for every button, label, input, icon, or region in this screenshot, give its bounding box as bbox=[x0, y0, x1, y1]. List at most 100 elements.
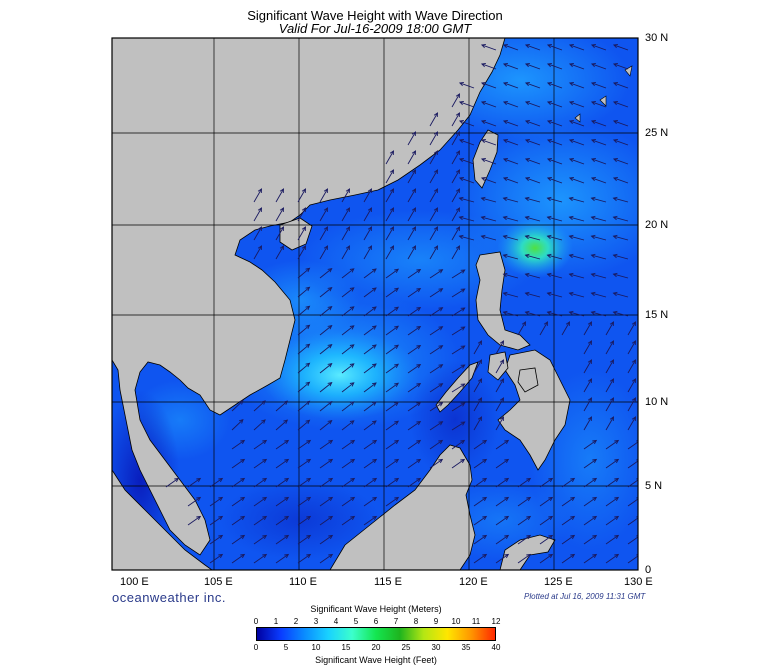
wave-arrow bbox=[591, 235, 607, 241]
wave-arrow bbox=[297, 362, 310, 374]
wave-arrow-head bbox=[372, 363, 377, 368]
wave-arrow-head bbox=[240, 553, 246, 559]
wave-arrow-head bbox=[568, 215, 574, 221]
wave-arrow-head bbox=[612, 100, 618, 106]
wave-arrow-head bbox=[261, 419, 266, 424]
wave-arrow bbox=[187, 516, 201, 526]
wave-arrow-head bbox=[480, 62, 486, 68]
wave-arrow bbox=[525, 158, 541, 165]
wave-arrow bbox=[539, 321, 548, 336]
wave-arrow-head bbox=[612, 62, 618, 68]
wave-arrow-head bbox=[546, 138, 552, 144]
wave-arrow bbox=[385, 306, 399, 317]
wave-arrow bbox=[451, 169, 460, 184]
wave-arrow-head bbox=[504, 477, 510, 483]
wave-arrow-head bbox=[568, 138, 574, 144]
wave-arrow-head bbox=[590, 138, 596, 144]
wave-arrow-head bbox=[174, 477, 180, 483]
wave-arrow-head bbox=[328, 458, 334, 464]
wave-arrow-head bbox=[438, 439, 444, 445]
wave-arrow-head bbox=[570, 534, 576, 540]
wave-arrow bbox=[583, 535, 597, 545]
wave-arrow-head bbox=[367, 188, 372, 194]
wave-arrow bbox=[627, 479, 638, 488]
wave-arrow-head bbox=[305, 305, 311, 311]
wave-arrow bbox=[297, 226, 306, 241]
wave-arrow bbox=[385, 344, 399, 355]
wave-arrow bbox=[363, 420, 377, 431]
wave-arrow bbox=[429, 326, 443, 336]
wave-arrow bbox=[525, 120, 541, 127]
wave-arrow-head bbox=[284, 477, 290, 483]
wave-arrow-head bbox=[502, 62, 508, 68]
wave-arrow bbox=[363, 325, 377, 336]
wave-arrow bbox=[363, 459, 377, 469]
wave-arrow-head bbox=[524, 253, 530, 259]
wave-arrow-head bbox=[480, 100, 486, 106]
wave-arrow-head bbox=[411, 188, 416, 194]
wave-arrow-head bbox=[592, 439, 598, 445]
wave-arrow-head bbox=[455, 207, 460, 213]
wave-arrow bbox=[451, 383, 465, 393]
wave-arrow-head bbox=[389, 226, 394, 232]
wave-arrow bbox=[503, 120, 519, 127]
wave-arrow bbox=[319, 188, 328, 203]
wave-arrow-head bbox=[306, 553, 312, 559]
wave-arrow bbox=[547, 139, 563, 146]
wave-arrow bbox=[613, 254, 629, 260]
wave-arrow bbox=[517, 497, 531, 507]
wave-arrow-head bbox=[372, 515, 378, 521]
wave-arrow bbox=[473, 478, 487, 488]
wave-arrow bbox=[407, 169, 416, 184]
wave-arrow bbox=[429, 207, 438, 222]
wave-arrow-head bbox=[499, 378, 504, 384]
wave-arrow-head bbox=[524, 43, 530, 49]
wave-arrow bbox=[319, 382, 332, 393]
colorbar-meters-tick: 0 bbox=[253, 617, 259, 626]
wave-arrow-head bbox=[306, 534, 312, 540]
wave-arrow-head bbox=[455, 245, 460, 251]
map-subtitle: Valid For Jul-16-2009 18:00 GMT bbox=[278, 21, 472, 36]
wave-arrow bbox=[429, 288, 443, 298]
wave-arrow-head bbox=[502, 272, 508, 278]
wave-arrow bbox=[297, 343, 310, 355]
wave-arrow-head bbox=[433, 245, 438, 251]
colorbar-feet-tick: 0 bbox=[253, 643, 259, 652]
wave-arrow-head bbox=[565, 321, 570, 327]
wave-arrow-head bbox=[546, 291, 552, 297]
wave-arrow bbox=[503, 197, 519, 203]
wave-arrow-head bbox=[480, 157, 486, 163]
wave-arrow-head bbox=[283, 419, 289, 424]
wave-arrow-head bbox=[458, 157, 464, 163]
wave-arrow bbox=[385, 245, 394, 260]
wave-arrow bbox=[429, 226, 438, 241]
lat-label-10n: 10 N bbox=[645, 396, 669, 408]
wave-arrow bbox=[297, 381, 310, 393]
wave-arrow bbox=[591, 197, 607, 203]
wave-arrow bbox=[341, 306, 355, 317]
wave-arrow-head bbox=[327, 324, 333, 330]
wave-arrow bbox=[569, 273, 585, 279]
wave-arrow bbox=[363, 401, 377, 412]
wave-arrow bbox=[297, 400, 310, 412]
wave-arrow bbox=[363, 188, 372, 203]
wave-arrow bbox=[407, 345, 421, 355]
wave-arrow-head bbox=[482, 458, 488, 464]
wave-arrow-head bbox=[323, 245, 328, 251]
wave-arrow-head bbox=[524, 176, 530, 182]
wave-arrow-head bbox=[502, 119, 508, 125]
wave-arrow bbox=[451, 288, 465, 298]
wave-arrow-head bbox=[526, 534, 532, 540]
wave-arrow-head bbox=[504, 439, 510, 445]
wave-arrow bbox=[385, 188, 394, 203]
wave-arrow-head bbox=[609, 340, 614, 346]
wave-arrow-head bbox=[416, 306, 422, 312]
wave-arrow bbox=[495, 535, 509, 545]
wave-arrow-head bbox=[349, 306, 355, 311]
wave-arrow bbox=[539, 497, 553, 507]
wave-arrow-head bbox=[389, 188, 394, 194]
wave-arrow-head bbox=[394, 325, 400, 331]
wave-arrow-head bbox=[438, 326, 444, 331]
wave-arrow bbox=[187, 497, 201, 507]
wave-arrow-head bbox=[612, 234, 618, 240]
